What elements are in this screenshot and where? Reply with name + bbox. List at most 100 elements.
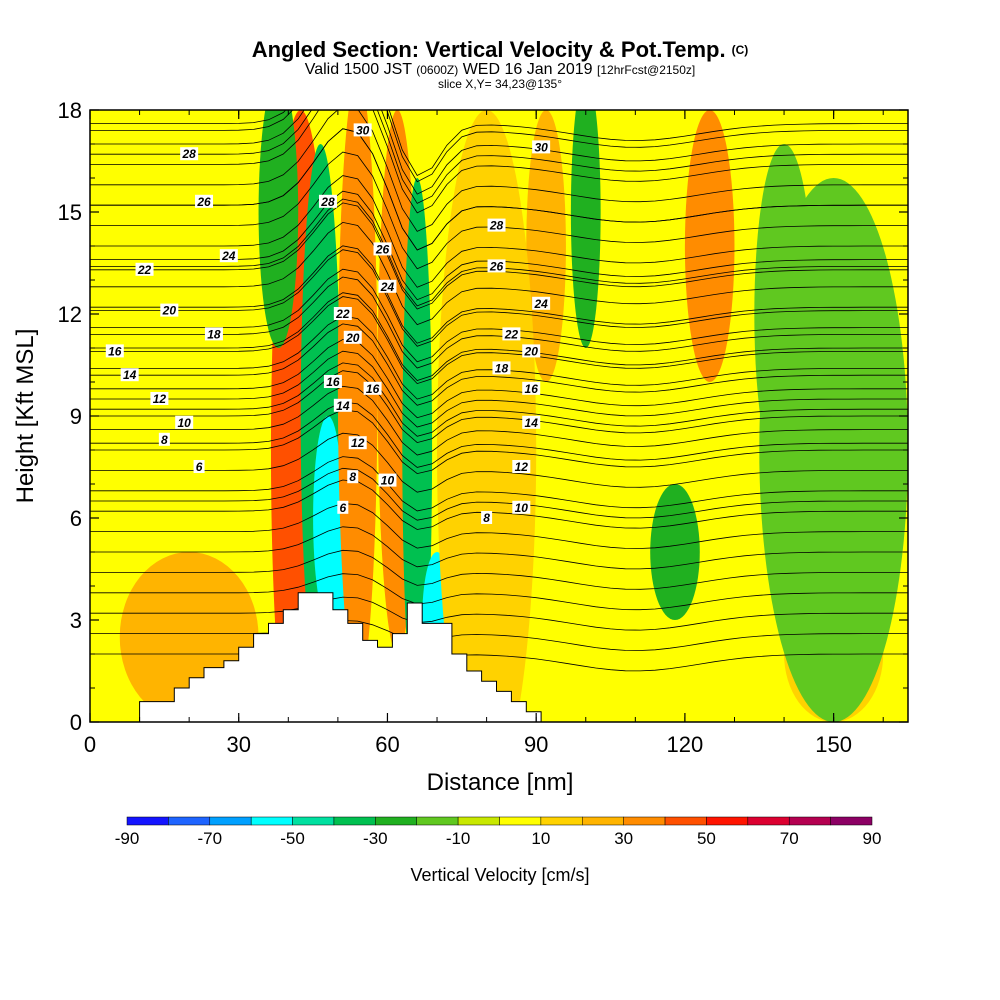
theta-label-22: 6 <box>337 500 349 515</box>
velocity-region-11 <box>684 110 735 382</box>
theta-label-32: 16 <box>522 381 541 396</box>
theta-contour-37 <box>90 110 908 195</box>
colorbar-swatch-3 <box>250 816 293 826</box>
x-tick-label-5: 150 <box>815 732 852 757</box>
title-mark: (C) <box>731 43 749 57</box>
theta-label-13: 28 <box>318 194 337 209</box>
theta-label-34: 12 <box>512 460 531 474</box>
x-tick-label-3: 90 <box>524 732 548 757</box>
svg-text:12: 12 <box>153 392 167 406</box>
theta-label-29: 22 <box>502 327 521 341</box>
colorbar-tick-8: 70 <box>780 829 799 848</box>
svg-text:12: 12 <box>515 460 529 474</box>
svg-text:20: 20 <box>345 331 360 345</box>
theta-contour-23 <box>90 268 908 363</box>
colorbar-swatch-2 <box>209 816 252 826</box>
y-tick-label-1: 3 <box>70 608 82 633</box>
y-tick-label-5: 15 <box>58 200 82 225</box>
svg-text:20: 20 <box>524 344 539 358</box>
chart-title: Angled Section: Vertical Velocity & Pot.… <box>0 38 1000 62</box>
velocity-region-8 <box>258 110 299 348</box>
theta-label-35: 10 <box>512 500 531 515</box>
svg-text:18: 18 <box>495 361 509 375</box>
theta-contour-8 <box>90 467 908 521</box>
svg-text:16: 16 <box>326 375 340 389</box>
theta-label-14: 26 <box>373 242 392 256</box>
theta-contour-30 <box>90 175 908 288</box>
theta-contour-9 <box>90 456 908 512</box>
velocity-region-4 <box>337 110 378 688</box>
svg-text:24: 24 <box>533 297 548 311</box>
theta-label-5: 18 <box>204 327 223 341</box>
colorbar-swatch-15 <box>747 816 790 826</box>
theta-contour-21 <box>90 292 908 381</box>
theta-contour-22 <box>90 276 908 369</box>
theta-label-19: 14 <box>333 398 352 413</box>
svg-text:30: 30 <box>356 123 370 137</box>
theta-contour-18 <box>90 323 908 406</box>
svg-text:18: 18 <box>207 327 221 341</box>
terrain-profile <box>90 592 542 722</box>
colorbar-swatch-6 <box>375 816 417 826</box>
theta-contour-16 <box>90 350 908 428</box>
y-axis-label: Height [Kft MSL] <box>12 329 39 504</box>
valid-time: Valid 1500 JST <box>304 61 412 78</box>
theta-label-10: 8 <box>158 432 170 447</box>
theta-contour-33 <box>90 128 908 251</box>
theta-label-21: 8 <box>347 470 359 484</box>
y-tick-label-6: 18 <box>58 98 82 123</box>
theta-contour-1 <box>90 620 908 651</box>
terrain-mask <box>90 592 542 722</box>
svg-text:22: 22 <box>137 263 152 277</box>
theta-label-17: 20 <box>343 330 362 345</box>
theta-contour-4 <box>90 549 908 590</box>
velocity-region-10 <box>570 110 601 348</box>
svg-text:26: 26 <box>375 242 390 256</box>
velocity-region-16 <box>437 110 537 722</box>
x-axis-label: Distance [nm] <box>427 769 574 796</box>
colorbar-swatch-17 <box>830 816 873 826</box>
svg-text:6: 6 <box>339 501 346 515</box>
colorbar-swatch-7 <box>416 816 459 826</box>
theta-contour-13 <box>90 385 908 456</box>
theta-label-8: 12 <box>150 392 169 406</box>
theta-label-25: 30 <box>532 140 551 154</box>
theta-contour-2 <box>90 596 908 631</box>
theta-contour-34 <box>90 110 908 232</box>
theta-label-24: 10 <box>378 473 397 488</box>
svg-text:20: 20 <box>162 304 177 318</box>
theta-contour-39 <box>90 110 908 177</box>
svg-text:28: 28 <box>181 147 196 161</box>
svg-text:24: 24 <box>380 280 395 294</box>
theta-label-16: 22 <box>333 307 352 321</box>
x-tick-label-0: 0 <box>84 732 96 757</box>
velocity-region-12 <box>650 484 700 620</box>
theta-contour-14 <box>90 370 908 444</box>
theta-label-36: 8 <box>481 511 493 525</box>
forecast-info: [12hrFcst@2150z] <box>597 63 696 77</box>
svg-text:8: 8 <box>161 433 168 447</box>
theta-label-0: 28 <box>180 147 199 161</box>
colorbar: -90 -70 -50 -30 -10 10 30 50 70 90 <box>115 816 881 848</box>
colorbar-swatch-8 <box>457 816 500 826</box>
theta-label-3: 22 <box>135 262 154 277</box>
svg-text:10: 10 <box>381 474 395 488</box>
theta-label-18: 16 <box>323 375 342 389</box>
colorbar-tick-3: -30 <box>363 829 388 848</box>
slice-info: slice X,Y= 34,23@135° <box>437 77 563 91</box>
colorbar-tick-0: -90 <box>115 829 140 848</box>
theta-label-31: 18 <box>492 361 511 375</box>
svg-text:16: 16 <box>366 382 380 396</box>
colorbar-tick-2: -50 <box>280 829 305 848</box>
svg-text:30: 30 <box>534 140 548 154</box>
y-tick-label-3: 9 <box>70 404 82 429</box>
colorbar-swatch-10 <box>540 816 583 826</box>
y-tick-label-0: 0 <box>70 710 82 735</box>
colorbar-swatch-0 <box>126 816 169 826</box>
svg-text:28: 28 <box>489 219 504 233</box>
chart-subtitle: Valid 1500 JST (0600Z) WED 16 Jan 2019 [… <box>0 62 1000 78</box>
theta-label-6: 16 <box>105 344 124 358</box>
theta-contour-5 <box>90 526 908 570</box>
theta-contour-17 <box>90 339 908 419</box>
